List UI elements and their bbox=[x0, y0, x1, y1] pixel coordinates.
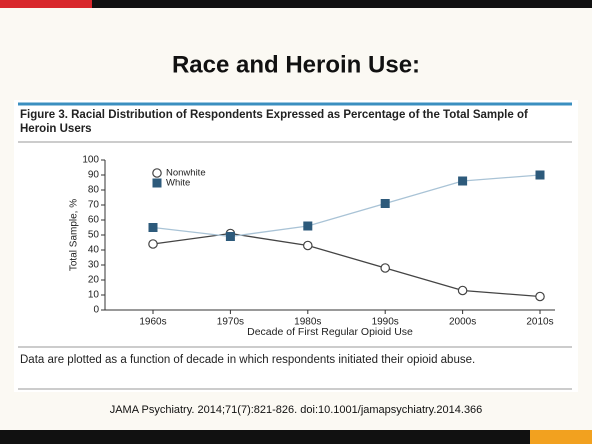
citation: JAMA Psychiatry. 2014;71(7):821-826. doi… bbox=[109, 404, 483, 416]
data-point bbox=[457, 285, 468, 296]
x-tick-label: 1990s bbox=[372, 317, 399, 328]
top-bar bbox=[0, 0, 592, 8]
figure-caption: Figure 3. Racial Distribution of Respond… bbox=[20, 109, 528, 135]
y-tick-label: 90 bbox=[88, 170, 100, 181]
legend-marker bbox=[152, 168, 162, 178]
y-tick-label: 70 bbox=[88, 200, 100, 211]
data-point bbox=[148, 239, 158, 249]
y-tick-label: 30 bbox=[88, 260, 100, 271]
data-point bbox=[148, 223, 158, 232]
y-tick-label: 50 bbox=[88, 230, 100, 241]
x-tick-label: 1960s bbox=[139, 317, 166, 328]
x-tick-label: 1970s bbox=[217, 317, 244, 328]
y-tick-label: 10 bbox=[88, 290, 100, 301]
x-axis-label: Decade of First Regular Opioid Use bbox=[247, 326, 413, 338]
legend-label: White bbox=[166, 178, 190, 189]
footnote: Data are plotted as a function of decade… bbox=[20, 354, 476, 366]
data-point bbox=[380, 199, 390, 208]
x-tick-label: 2010s bbox=[526, 317, 553, 328]
data-point bbox=[535, 291, 545, 302]
series-line bbox=[152, 174, 541, 238]
x-tick-label: 1980s bbox=[294, 317, 321, 328]
y-tick-label: 0 bbox=[93, 305, 99, 316]
y-tick-label: 60 bbox=[88, 215, 100, 226]
legend-marker bbox=[152, 178, 162, 188]
data-point bbox=[225, 232, 235, 241]
x-tick-label: 2000s bbox=[449, 317, 476, 328]
figure-panel bbox=[14, 100, 578, 392]
data-point bbox=[303, 221, 313, 231]
data-point bbox=[535, 170, 545, 180]
data-point bbox=[302, 240, 313, 251]
y-tick-label: 20 bbox=[88, 275, 100, 286]
slide-title: Race and Heroin Use: bbox=[172, 51, 420, 78]
y-tick-label: 100 bbox=[82, 155, 99, 166]
y-tick-label: 80 bbox=[88, 185, 100, 196]
legend-label: Nonwhite bbox=[166, 168, 206, 179]
y-axis-label: Total Sample, % bbox=[69, 199, 80, 271]
y-tick-label: 40 bbox=[88, 245, 100, 256]
bottom-bar bbox=[0, 430, 592, 444]
plot: 0 10 20 30 40 50 60 70 80 90 100 1960s 1970s 1980s 199… bbox=[69, 155, 555, 338]
bottom-accent bbox=[530, 430, 592, 444]
data-point bbox=[458, 176, 468, 186]
top-accent bbox=[0, 0, 92, 8]
data-point bbox=[380, 263, 390, 273]
